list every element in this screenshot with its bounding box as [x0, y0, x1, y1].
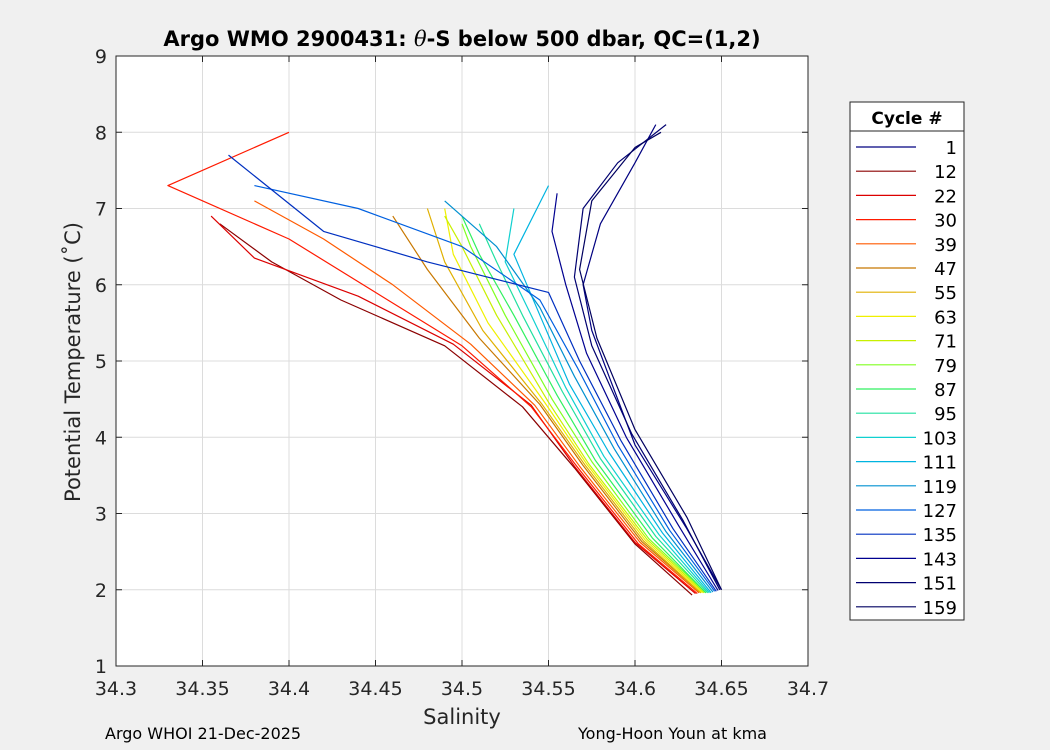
y-tick-label: 9: [95, 46, 107, 68]
series-line-cycle-135: [228, 154, 717, 592]
y-axis: 1 2 3 4 5 6 7 8 9: [95, 46, 808, 678]
y-tick-label: 5: [95, 351, 107, 373]
y-tick-label: 2: [95, 580, 107, 602]
legend-title: Cycle #: [871, 109, 942, 129]
legend-label: 127: [923, 501, 957, 522]
y-tick-label: 3: [95, 504, 107, 526]
legend: Cycle # 1 12 22 30 39 47 55 63 71 79 87 95 103 111 119…: [849, 101, 965, 621]
series-line-cycle-63: [444, 208, 703, 594]
y-tick-label: 7: [95, 199, 107, 221]
footer-author: Yong-Hoon Youn at kma: [578, 724, 767, 743]
x-tick-label: 34.3: [95, 678, 137, 700]
y-tick-label: 4: [95, 427, 107, 449]
legend-label: 1: [946, 138, 957, 159]
legend-label: 119: [923, 477, 957, 498]
chart-title: Argo WMO 2900431: θ-S below 500 dbar, QC…: [163, 27, 760, 51]
series-layer: [167, 124, 723, 596]
series-line-cycle-159: [578, 131, 723, 591]
x-tick-label: 34.6: [614, 678, 656, 700]
series-line-cycle-87: [461, 215, 707, 594]
series-line-cycle-30: [167, 131, 698, 595]
y-tick-label: 6: [95, 275, 107, 297]
y-tick-label: 8: [95, 122, 107, 144]
legend-label: 30: [934, 211, 957, 232]
x-tick-label: 34.65: [694, 678, 748, 700]
series-line-cycle-1: [582, 124, 723, 591]
legend-label: 95: [934, 404, 957, 425]
series-line-cycle-22: [210, 215, 696, 595]
series-line-cycle-39: [254, 200, 700, 594]
series-line-cycle-47: [392, 215, 702, 594]
grid: [115, 55, 809, 667]
series-line-cycle-55: [426, 208, 702, 594]
legend-label: 103: [923, 428, 957, 449]
legend-label: 47: [934, 259, 957, 280]
x-tick-label: 34.5: [441, 678, 483, 700]
legend-label: 71: [934, 332, 957, 353]
legend-label: 143: [923, 549, 957, 570]
x-tick-label: 34.4: [268, 678, 310, 700]
legend-label: 87: [934, 380, 957, 401]
legend-label: 55: [934, 283, 957, 304]
legend-label: 22: [934, 186, 957, 207]
legend-label: 135: [923, 525, 957, 546]
legend-label: 63: [934, 307, 957, 328]
y-tick-label: 1: [95, 656, 107, 678]
legend-label: 111: [923, 453, 957, 474]
legend-label: 79: [934, 356, 957, 377]
series-line-cycle-119: [444, 200, 714, 593]
legend-entries: 1 12 22 30 39 47 55 63 71 79 87 95 103 111 119 127 135 14…: [856, 138, 957, 619]
series-line-cycle-103: [504, 208, 710, 594]
legend-label: 39: [934, 235, 957, 256]
x-tick-label: 34.45: [348, 678, 402, 700]
x-tick-label: 34.35: [175, 678, 229, 700]
legend-label: 12: [934, 162, 957, 183]
series-line-cycle-127: [254, 185, 716, 592]
legend-label: 159: [923, 598, 957, 619]
series-line-cycle-79: [461, 223, 707, 594]
legend-label: 151: [923, 574, 957, 595]
footer-source: Argo WHOI 21-Dec-2025: [105, 724, 302, 743]
series-line-cycle-111: [513, 185, 712, 594]
series-line-cycle-95: [478, 223, 709, 594]
x-axis: 34.3 34.35 34.4 34.45 34.5 34.55 34.6 34.65 34.7: [95, 56, 829, 700]
series-line-cycle-151: [573, 124, 721, 591]
x-axis-label: Salinity: [423, 705, 501, 729]
y-axis-label: Potential Temperature (˚C): [61, 222, 85, 502]
x-tick-label: 34.7: [787, 678, 829, 700]
series-line-cycle-143: [551, 193, 719, 591]
x-tick-label: 34.55: [521, 678, 575, 700]
